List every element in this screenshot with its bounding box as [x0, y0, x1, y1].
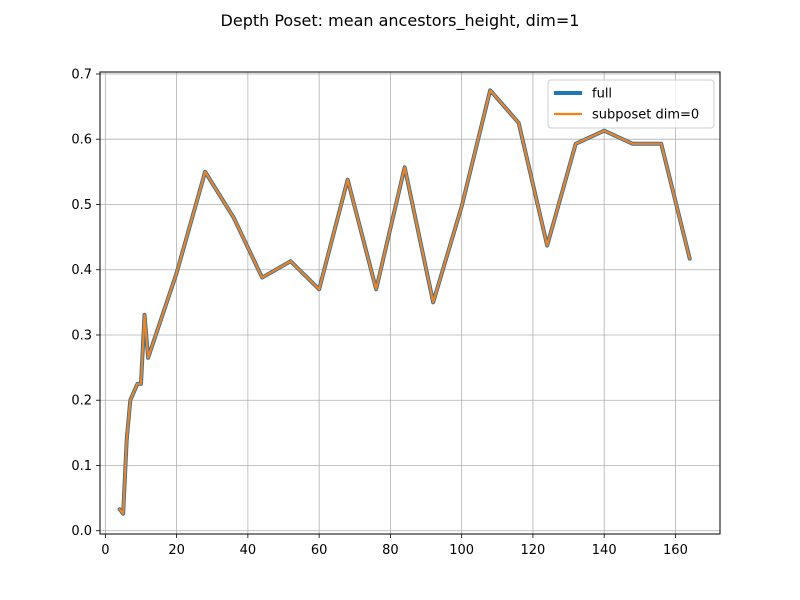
- y-tick-label: 0.5: [71, 198, 92, 213]
- y-tick-label: 0.1: [71, 459, 92, 474]
- x-tick-label: 40: [240, 543, 257, 558]
- plot-frame: [99, 71, 721, 535]
- x-tick-label: 80: [382, 543, 399, 558]
- grid: [100, 72, 720, 534]
- y-tick-label: 0.7: [71, 67, 92, 82]
- x-tick-label: 0: [101, 543, 109, 558]
- chart-title: Depth Poset: mean ancestors_height, dim=…: [221, 11, 580, 31]
- legend: full subposet dim=0: [547, 79, 715, 129]
- y-tick-label: 0.6: [71, 133, 92, 148]
- legend-label: subposet dim=0: [592, 108, 699, 123]
- series-line-subposet-dim-0: [118, 89, 691, 515]
- series-layer: [117, 88, 692, 516]
- legend-label: full: [592, 87, 612, 102]
- x-tick-label: 160: [663, 543, 688, 558]
- x-tick-label: 20: [168, 543, 185, 558]
- y-tick-label: 0.3: [71, 328, 92, 343]
- x-tick-label: 140: [592, 543, 617, 558]
- x-tick-label: 120: [521, 543, 546, 558]
- ticks: 0 20 40 60 80 100 120 140 160 0.0 0.1 0.2 0.3 0.4 0.5 0…: [71, 67, 688, 558]
- y-tick-label: 0.2: [71, 394, 92, 409]
- x-tick-label: 100: [449, 543, 474, 558]
- y-tick-label: 0.4: [71, 263, 92, 278]
- y-tick-label: 0.0: [71, 524, 92, 539]
- legend-box: [547, 79, 715, 129]
- x-tick-label: 60: [311, 543, 328, 558]
